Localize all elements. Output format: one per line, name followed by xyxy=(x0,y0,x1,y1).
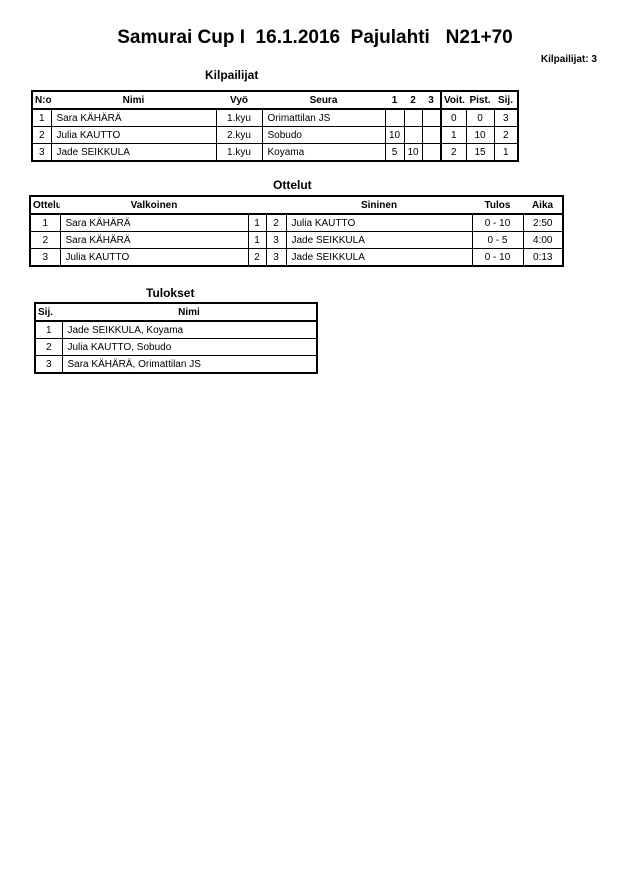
table-cell: 1 xyxy=(440,126,467,144)
table-cell xyxy=(421,108,442,127)
header-row: Ottelu Valkoinen Sininen Tulos Aika xyxy=(30,196,563,215)
matches-table: Ottelu Valkoinen Sininen Tulos Aika 1 Sara KÄH… xyxy=(29,195,564,267)
matches-heading: Ottelut xyxy=(273,178,312,192)
table-cell: 3 xyxy=(265,231,287,249)
table-cell: 15 xyxy=(465,143,495,162)
table-cell xyxy=(421,143,442,162)
column-header: Ottelu xyxy=(30,196,60,215)
table-row: 3 Jade SEIKKULA 1.kyu Koyama 5 10 2 15 1 xyxy=(31,143,519,162)
table-cell: Sara KÄHÄRÄ xyxy=(59,231,249,249)
table-cell: Julia KAUTTO xyxy=(50,126,217,144)
table-cell: Sobudo xyxy=(261,126,386,144)
results-table: Sij. Nimi 1 Jade SEIKKULA, Koyama 2 Julia KAU… xyxy=(34,302,318,374)
column-header: Voit. xyxy=(440,91,466,110)
table-cell: 0:13 xyxy=(522,248,564,267)
table-cell: 1 xyxy=(247,213,267,232)
table-cell: 3 xyxy=(34,355,63,374)
table-cell: Sara KÄHÄRÄ xyxy=(59,213,249,232)
column-header: Sij. xyxy=(494,91,518,110)
table-cell: 5 xyxy=(384,143,405,162)
table-cell: Orimattilan JS xyxy=(261,108,386,127)
table-cell: 2:50 xyxy=(522,213,564,232)
table-cell xyxy=(403,108,423,127)
table-cell: 2 xyxy=(34,338,63,356)
column-header: Tulos xyxy=(472,196,523,215)
column-header xyxy=(248,196,266,215)
table-cell: 4:00 xyxy=(522,231,564,249)
table-cell: 1 xyxy=(29,213,61,232)
header-row: N:o Nimi Vyö Seura 1 2 3 Voit. Pist. Sij. xyxy=(32,91,518,110)
competitor-count: Kilpailijat: 3 xyxy=(540,54,597,65)
table-cell: 3 xyxy=(31,143,52,162)
table-cell: 2.kyu xyxy=(215,126,263,144)
table-cell: 0 xyxy=(440,108,467,127)
table-cell: 2 xyxy=(247,248,267,267)
table-cell: 10 xyxy=(403,143,423,162)
table-cell: 3 xyxy=(493,108,519,127)
column-header: Sij. xyxy=(35,303,62,322)
column-header xyxy=(266,196,286,215)
table-cell: Sara KÄHÄRÄ xyxy=(50,108,217,127)
table-cell: 1 xyxy=(247,231,267,249)
table-cell: Julia KAUTTO xyxy=(59,248,249,267)
table-cell: Jade SEIKKULA xyxy=(285,248,473,267)
header-row: Sij. Nimi xyxy=(35,303,317,322)
table-cell: Julia KAUTTO xyxy=(285,213,473,232)
column-header: Nimi xyxy=(51,91,216,110)
competitors-heading: Kilpailijat xyxy=(205,68,259,82)
page-title: Samurai Cup I 16.1.2016 Pajulahti N21+70 xyxy=(117,27,513,48)
table-cell: 3 xyxy=(265,248,287,267)
table-cell xyxy=(384,108,405,127)
table-cell: Jade SEIKKULA, Koyama xyxy=(61,320,318,339)
table-row: 2 Sara KÄHÄRÄ 1 3 Jade SEIKKULA 0 - 5 4:00 xyxy=(29,231,564,249)
table-cell: Sara KÄHÄRÄ, Orimattilan JS xyxy=(61,355,318,374)
column-header: Pist. xyxy=(466,91,494,110)
table-row: 3 Julia KAUTTO 2 3 Jade SEIKKULA 0 - 10 0:13 xyxy=(29,248,564,267)
column-header: 2 xyxy=(404,91,422,110)
table-cell: 1 xyxy=(493,143,519,162)
results-heading: Tulokset xyxy=(146,286,195,300)
column-header: 1 xyxy=(385,91,404,110)
table-cell: 1 xyxy=(34,320,63,339)
table-row: 1 Jade SEIKKULA, Koyama xyxy=(34,320,318,339)
table-cell: 1.kyu xyxy=(215,143,263,162)
column-header: Aika xyxy=(523,196,563,215)
table-cell: 10 xyxy=(465,126,495,144)
table-cell: 2 xyxy=(265,213,287,232)
table-cell: 0 xyxy=(465,108,495,127)
table-cell: Jade SEIKKULA xyxy=(285,231,473,249)
table-cell xyxy=(421,126,442,144)
table-row: 2 Julia KAUTTO, Sobudo xyxy=(34,338,318,356)
table-cell: Jade SEIKKULA xyxy=(50,143,217,162)
table-cell: Koyama xyxy=(261,143,386,162)
table-cell: 2 xyxy=(440,143,467,162)
table-cell: 1.kyu xyxy=(215,108,263,127)
table-cell: 10 xyxy=(384,126,405,144)
table-row: 3 Sara KÄHÄRÄ, Orimattilan JS xyxy=(34,355,318,374)
table-cell: 0 - 5 xyxy=(471,231,524,249)
column-header: Nimi xyxy=(62,303,317,322)
table-row: 1 Sara KÄHÄRÄ 1.kyu Orimattilan JS 0 0 3 xyxy=(31,108,519,127)
table-cell: 1 xyxy=(31,108,52,127)
table-cell: 0 - 10 xyxy=(471,213,524,232)
column-header: 3 xyxy=(422,91,441,110)
table-cell: 3 xyxy=(29,248,61,267)
table-cell: 0 - 10 xyxy=(471,248,524,267)
table-row: 1 Sara KÄHÄRÄ 1 2 Julia KAUTTO 0 - 10 2:50 xyxy=(29,213,564,232)
table-cell: Julia KAUTTO, Sobudo xyxy=(61,338,318,356)
table-cell: 2 xyxy=(29,231,61,249)
column-header: Seura xyxy=(262,91,385,110)
table-cell: 2 xyxy=(493,126,519,144)
column-header: Sininen xyxy=(286,196,472,215)
table-cell xyxy=(403,126,423,144)
table-row: 2 Julia KAUTTO 2.kyu Sobudo 10 1 10 2 xyxy=(31,126,519,144)
competitors-table: N:o Nimi Vyö Seura 1 2 3 Voit. Pist. Sij. 1 Sara KÄ… xyxy=(31,90,519,162)
column-header: N:o xyxy=(32,91,51,110)
column-header: Valkoinen xyxy=(60,196,248,215)
table-cell: 2 xyxy=(31,126,52,144)
column-header: Vyö xyxy=(216,91,262,110)
